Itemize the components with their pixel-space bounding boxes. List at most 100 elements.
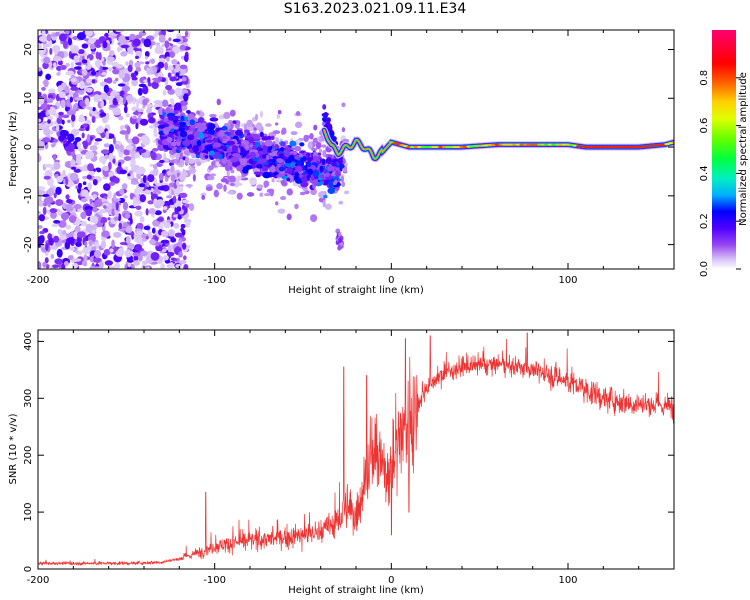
spectrogram-cell	[142, 104, 146, 109]
spec-y-tick-label: -20	[23, 236, 34, 252]
spectrogram-cell	[75, 249, 79, 254]
spectrogram-cell	[153, 100, 163, 104]
spectrogram-cell	[162, 206, 168, 211]
spectrogram-cell	[44, 257, 49, 264]
spectrogram-cell	[141, 264, 146, 269]
spectrogram-cell	[281, 127, 287, 135]
snr-frame	[37, 329, 675, 570]
spectrogram-cell	[106, 77, 113, 84]
spectrogram-cell	[58, 91, 66, 99]
spectrogram-cell	[148, 124, 157, 129]
spectrogram-cell	[169, 98, 174, 103]
spectrogram-cell	[145, 208, 149, 216]
spectrogram-cell	[280, 141, 286, 148]
spectrogram-cell	[38, 97, 45, 105]
spectrogram-cell	[180, 227, 185, 233]
spectrogram-cell	[85, 87, 93, 93]
spectrogram-cell	[122, 96, 127, 105]
spectrogram-cell	[63, 138, 68, 145]
spectrogram-cell	[105, 130, 110, 140]
spectrogram-cell	[84, 97, 90, 106]
spectrogram-cell	[112, 158, 116, 164]
spectrogram-cell	[323, 118, 327, 123]
snr-y-tick-label: 100	[23, 503, 34, 522]
spectrogram-cell	[65, 62, 71, 67]
spectrogram-cell	[125, 145, 134, 151]
spectrogram-cell	[100, 149, 110, 155]
spectrogram-cell	[114, 143, 120, 150]
spectrogram-cell	[124, 87, 128, 96]
spectrogram-cell	[262, 171, 272, 179]
spectrogram-cell	[236, 192, 243, 200]
spectrogram-cell	[289, 140, 297, 147]
spectrogram-cell	[97, 198, 102, 202]
spectrogram-cell	[176, 141, 181, 146]
spectrogram-cell	[338, 237, 342, 244]
spectrogram-cell	[306, 152, 311, 158]
spectrogram-cell	[276, 158, 284, 164]
spectrogram-cell	[175, 82, 183, 87]
spectrogram-cell	[66, 110, 76, 116]
spectrogram-cell	[150, 187, 154, 192]
spectrogram-cell	[204, 144, 214, 151]
spectrogram-cell	[118, 222, 123, 230]
spectrogram-cell	[183, 264, 189, 269]
spectrogram-cell	[42, 206, 47, 215]
spectrogram-cell	[275, 137, 280, 145]
spectrogram-cell	[255, 164, 263, 169]
spectrogram-cell	[170, 164, 175, 173]
spectrogram-cell	[125, 235, 131, 245]
spectrogram-cell	[61, 119, 65, 125]
spectrogram-cell	[123, 105, 128, 114]
spectrogram-cell	[55, 31, 60, 37]
spectrogram-cell	[151, 81, 159, 90]
spectrogram-cell	[96, 168, 102, 173]
spectrogram-cell	[105, 112, 110, 121]
spectrogram-cell	[53, 138, 59, 143]
spectrogram-cell	[80, 197, 88, 203]
spectrogram-cell	[124, 249, 132, 258]
spectrogram-cell	[338, 232, 342, 237]
spectrogram-cell	[236, 165, 243, 172]
spectrogram-cell	[172, 38, 181, 43]
spectrogram-cell	[73, 104, 77, 111]
spectrogram-cell	[274, 122, 279, 126]
spectrogram-cell	[114, 111, 121, 116]
spectrogram-cell	[261, 166, 269, 172]
spectrogram-cell	[229, 109, 236, 117]
spectrogram-cell	[43, 127, 51, 136]
snr-x-tick-label: -100	[203, 575, 226, 586]
spectrogram-cell	[325, 172, 330, 177]
spectrogram-cell	[321, 112, 328, 117]
spectrogram-cell	[40, 102, 49, 110]
spectrogram-cell	[92, 206, 98, 213]
spectrogram-cell	[337, 245, 342, 251]
spectrogram-cell	[88, 239, 93, 247]
spectrogram-cell	[44, 196, 54, 203]
spectrogram-cell	[173, 223, 180, 229]
spectrogram-cell	[54, 258, 63, 265]
spectrogram-cell	[208, 165, 214, 171]
spectrogram-cell	[249, 177, 257, 186]
spectrogram-cell	[160, 263, 166, 269]
spectrogram-cell	[84, 38, 89, 42]
spectrogram-cell	[162, 111, 167, 117]
spectrogram-cell	[74, 66, 82, 70]
spectrogram-cell	[53, 154, 57, 161]
spectrogram-cell	[137, 108, 144, 113]
spectrogram-cell	[93, 94, 101, 103]
spectrogram-cell	[209, 113, 217, 118]
spectrogram-cell	[46, 33, 52, 42]
spectrogram-cell	[115, 249, 125, 257]
spectrogram-cell	[154, 79, 162, 83]
spectrogram-cell	[299, 191, 306, 196]
colorbar-tick-label: 0.0	[699, 261, 710, 277]
spectrogram-cell	[177, 127, 186, 132]
colorbar	[712, 30, 736, 269]
spectrogram-cell	[56, 175, 64, 183]
spectrogram-cell	[71, 262, 79, 269]
spectrogram-cell	[55, 186, 62, 196]
spectrogram-cell	[42, 261, 47, 268]
spectrogram-cell	[313, 155, 319, 163]
